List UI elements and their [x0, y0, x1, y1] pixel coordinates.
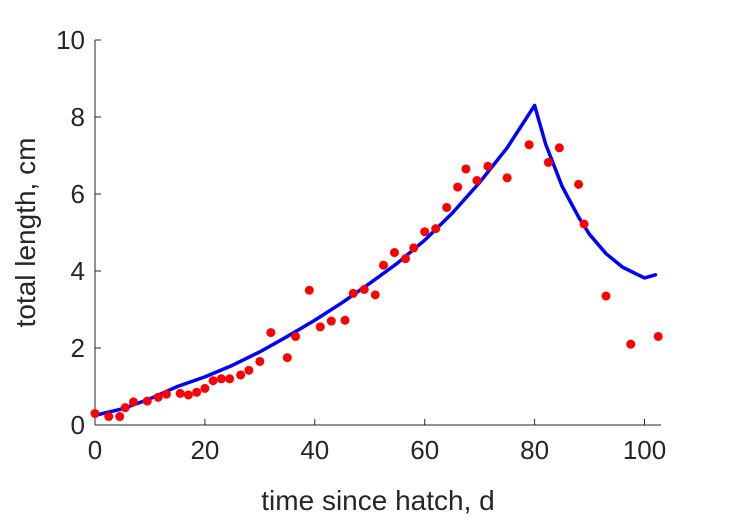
data-point — [340, 315, 350, 325]
data-point — [431, 224, 441, 234]
data-point — [200, 383, 210, 393]
data-point — [304, 285, 314, 295]
data-point — [175, 388, 185, 398]
data-point — [502, 173, 512, 183]
data-point — [104, 412, 114, 422]
data-point — [400, 254, 410, 264]
data-point — [653, 331, 663, 341]
data-point — [579, 219, 589, 229]
x-ticks: 0 20 40 60 80 100 — [88, 419, 666, 465]
data-point — [236, 370, 246, 380]
data-point — [601, 291, 611, 301]
data-point — [90, 408, 100, 418]
data-point — [192, 387, 202, 397]
data-point — [554, 143, 564, 153]
data-point — [266, 328, 276, 338]
data-point — [183, 390, 193, 400]
data-point — [543, 157, 553, 167]
data-point — [472, 176, 482, 186]
y-ticks: 0 2 4 6 8 10 — [56, 25, 101, 440]
x-tick-label: 40 — [300, 435, 329, 465]
x-tick-label: 100 — [623, 435, 666, 465]
data-point — [255, 356, 265, 366]
data-point — [208, 376, 218, 386]
data-point — [282, 353, 292, 363]
data-point — [626, 339, 636, 349]
data-point — [370, 290, 380, 300]
data-point — [442, 202, 452, 212]
model-curve — [93, 103, 658, 418]
x-tick-label: 0 — [88, 435, 102, 465]
x-tick-label: 80 — [520, 435, 549, 465]
data-point — [225, 374, 235, 384]
data-point — [378, 260, 388, 270]
data-point — [461, 164, 471, 174]
y-tick-label: 0 — [71, 410, 85, 440]
data-point — [244, 365, 254, 375]
x-tick-label: 60 — [410, 435, 439, 465]
axes — [94, 40, 661, 426]
data-point — [142, 396, 152, 406]
y-tick-label: 4 — [71, 256, 85, 286]
data-point — [389, 248, 399, 258]
y-tick-label: 6 — [71, 179, 85, 209]
y-tick-label: 8 — [71, 102, 85, 132]
data-point — [315, 322, 325, 332]
x-axis-label: time since hatch, d — [261, 485, 494, 516]
data-point — [161, 389, 171, 399]
data-point — [216, 374, 226, 384]
data-point — [453, 182, 463, 192]
data-point — [120, 403, 130, 413]
data-point — [574, 179, 584, 189]
data-point — [326, 316, 336, 326]
y-axis-label: total length, cm — [10, 138, 41, 328]
data-point — [291, 331, 301, 341]
data-points — [90, 140, 663, 422]
data-point — [420, 227, 430, 237]
x-tick-label: 20 — [190, 435, 219, 465]
y-tick-label: 10 — [56, 25, 85, 55]
data-point — [359, 284, 369, 294]
data-point — [128, 397, 138, 407]
data-point — [115, 412, 125, 422]
data-point — [348, 288, 358, 298]
data-point — [483, 161, 493, 171]
data-point — [524, 140, 534, 150]
y-tick-label: 2 — [71, 333, 85, 363]
data-point — [153, 392, 163, 402]
data-point — [409, 243, 419, 253]
